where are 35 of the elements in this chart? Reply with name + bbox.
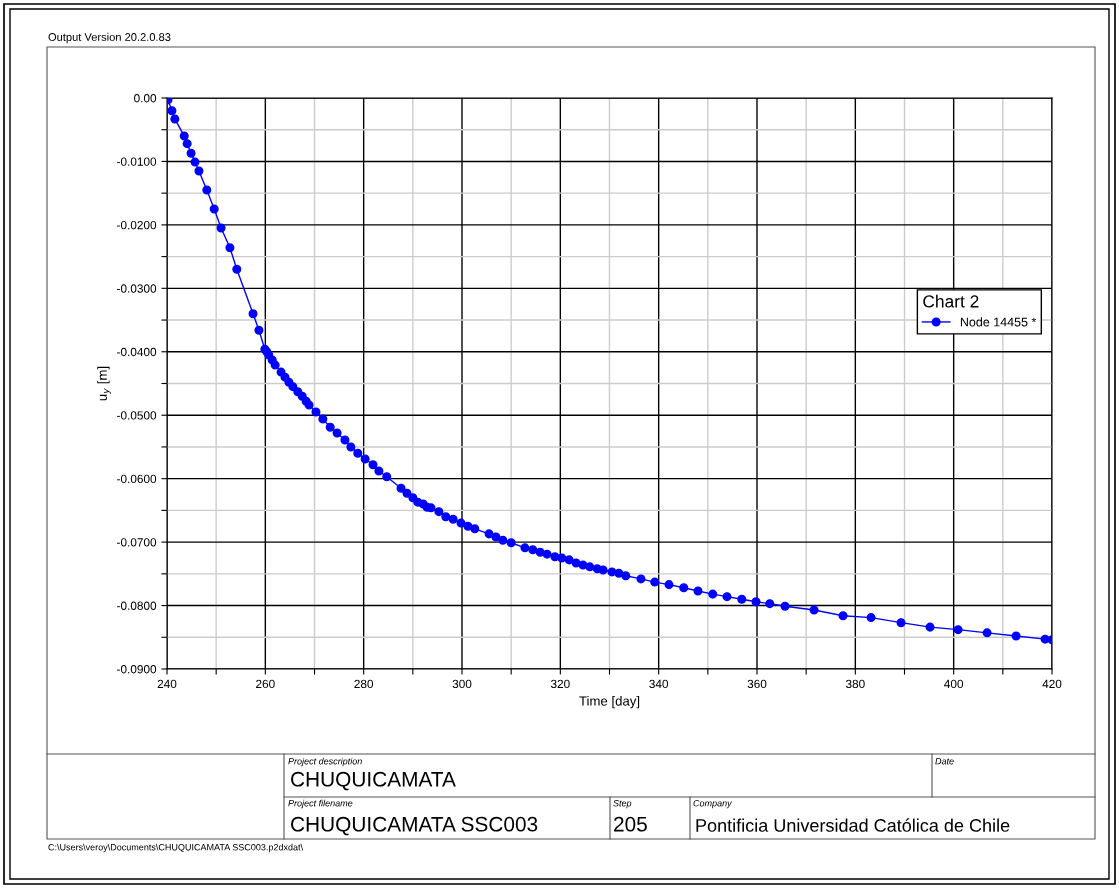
y-tick-label: -0.0400 bbox=[117, 347, 157, 357]
x-tick-label: 280 bbox=[354, 679, 374, 689]
x-tick-label: 300 bbox=[452, 679, 472, 689]
y-tick-label: 0.00 bbox=[134, 94, 157, 103]
y-tick-label: -0.0900 bbox=[117, 665, 157, 674]
y-axis-title: u$_{y}$ [m] bbox=[97, 366, 111, 401]
x-tick-label: 260 bbox=[256, 679, 275, 689]
y-tick-label: -0.0200 bbox=[117, 220, 157, 230]
text: 205 bbox=[614, 816, 647, 832]
y-tick-label: -0.0800 bbox=[117, 601, 157, 610]
x-tick-label: 340 bbox=[649, 679, 669, 689]
x-tick-label: 380 bbox=[845, 679, 865, 689]
x-tick-label: 320 bbox=[550, 679, 570, 689]
x-tick-label: 400 bbox=[944, 679, 964, 689]
x-tick-label: 360 bbox=[747, 679, 767, 689]
text: Output Version 20.2.0.83 bbox=[48, 32, 171, 44]
x-tick-label: 420 bbox=[1042, 679, 1062, 689]
text: Project description bbox=[288, 757, 362, 767]
text: Step bbox=[613, 800, 632, 809]
y-tick-label: -0.0500 bbox=[117, 411, 157, 420]
text: CHUQUICAMATA bbox=[291, 771, 456, 791]
y-tick-label: -0.0600 bbox=[117, 474, 157, 484]
y-tick-label: -0.0100 bbox=[117, 157, 157, 166]
text: Company bbox=[693, 800, 733, 809]
text: Project filename bbox=[288, 799, 353, 809]
text: Pontificia Universidad Católica de Chile bbox=[696, 818, 1010, 832]
legend-label: Node 14455 * bbox=[960, 317, 1037, 327]
legend-title: Chart 2 bbox=[923, 294, 979, 308]
x-tick-label: 240 bbox=[157, 679, 177, 689]
y-tick-label: -0.0300 bbox=[117, 284, 157, 293]
y-tick-label: -0.0700 bbox=[117, 538, 157, 547]
text: Date bbox=[935, 758, 954, 765]
text: CHUQUICAMATA SSC003 bbox=[291, 816, 538, 836]
text: C:\Users\veroy\Documents\CHUQUICAMATA SSC003.p2dxdat\ bbox=[48, 843, 304, 853]
x-axis-title: Time [day] bbox=[579, 695, 640, 709]
